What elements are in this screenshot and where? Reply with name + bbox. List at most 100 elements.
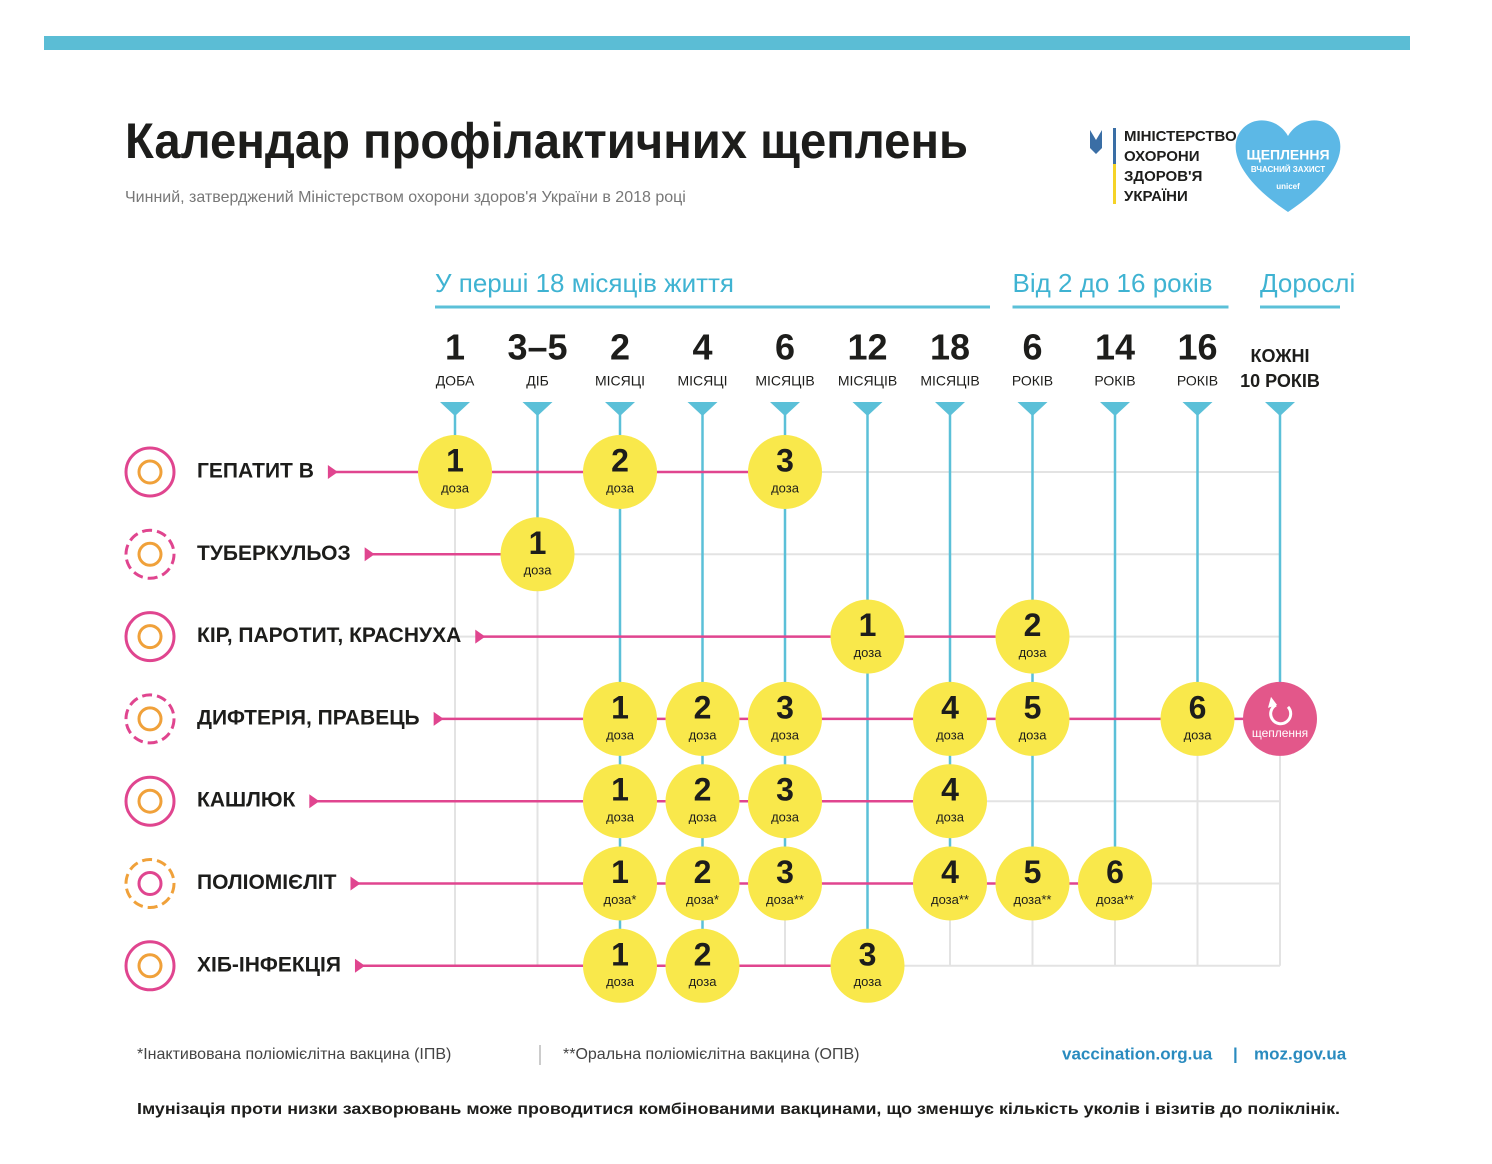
ministry-line: МІНІСТЕРСТВО: [1124, 128, 1237, 145]
dose-circle: [583, 846, 657, 921]
logo-text: unicef: [1276, 182, 1300, 191]
column-pointer: [770, 402, 800, 416]
flag-yellow: [1113, 164, 1116, 204]
column-pointer: [1100, 402, 1130, 416]
footer-text: Імунізація проти низки захворювань може …: [137, 1101, 1340, 1118]
dose-label: доза: [854, 974, 883, 989]
dose-number: 6: [1106, 854, 1124, 890]
disease-name: ГЕПАТИТ В: [197, 460, 314, 483]
column-pointer: [935, 402, 965, 416]
dose-number: 1: [611, 936, 629, 972]
logo-text: ЩЕПЛЕННЯ: [1246, 147, 1329, 163]
disease-icon: [124, 858, 176, 909]
dose-label: доза**: [1014, 892, 1052, 907]
dose-number: 3: [859, 936, 877, 972]
flag-blue: [1113, 128, 1116, 164]
dose-number: 2: [611, 442, 629, 478]
footnote: **Оральна поліомієлітна вакцина (ОПВ): [563, 1046, 859, 1063]
dose-number: 3: [776, 689, 794, 725]
group-title: Дорослі: [1260, 268, 1355, 298]
column-pointer: [852, 402, 883, 416]
disease-icon: [124, 611, 176, 663]
dose-circle: [583, 764, 657, 839]
dose-label: доза: [524, 563, 553, 578]
link-separator: |: [1233, 1044, 1238, 1063]
dose-number: 6: [1189, 689, 1207, 725]
dose-circle: [665, 928, 740, 1003]
column-unit: РОКІВ: [1094, 373, 1135, 389]
dose-number: 1: [859, 607, 877, 643]
column-unit: РОКІВ: [1177, 373, 1218, 389]
link: vaccination.org.ua: [1062, 1044, 1213, 1063]
disease-icon: [124, 693, 176, 745]
icon-shape: [124, 940, 176, 992]
group-title: У перші 18 місяців життя: [435, 268, 734, 298]
dose-number: 1: [529, 525, 547, 561]
dose-label: доза: [689, 810, 718, 825]
column-pointer: [522, 402, 553, 416]
dose-circle: [995, 681, 1070, 756]
disease-name: КАШЛЮК: [197, 789, 295, 812]
dose-label: доза**: [931, 892, 969, 907]
dose-label: доза*: [604, 892, 637, 907]
dose-label: доза: [606, 974, 635, 989]
dose-circle: [418, 435, 492, 509]
ministry-logo: [1090, 128, 1116, 204]
row-arrow: [327, 465, 338, 479]
column-pointer: [1182, 402, 1213, 416]
disease-name: ТУБЕРКУЛЬОЗ: [197, 542, 351, 565]
column-value: 3–5: [507, 327, 567, 368]
dose-label: доза: [606, 810, 635, 825]
dose-label: доза: [689, 974, 718, 989]
ministry-line: ОХОРОНИ: [1124, 148, 1199, 165]
column-value: 14: [1095, 327, 1135, 368]
disease-name: ХІБ-ІНФЕКЦІЯ: [197, 953, 341, 976]
dose-circle: [748, 435, 822, 509]
dose-label: доза: [936, 727, 965, 742]
disease-icon: [124, 446, 176, 498]
dose-label: доза: [771, 480, 800, 495]
dose-label: доза: [606, 480, 635, 495]
dose-number: 2: [694, 936, 712, 972]
icon-shape: [137, 953, 163, 979]
dose-number: 2: [1024, 607, 1042, 643]
title: Календар профілактичних щеплень: [125, 113, 968, 169]
booster-icon: [1268, 696, 1277, 708]
dose-circle: [583, 435, 657, 509]
dose-circle: [830, 928, 905, 1003]
dose-circle: [665, 681, 740, 756]
dose-label: доза: [689, 727, 718, 742]
disease-icon: [124, 940, 176, 992]
column-unit: МІСЯЦІ: [595, 373, 645, 389]
dose-number: 4: [941, 689, 959, 725]
link: moz.gov.ua: [1254, 1044, 1347, 1063]
column-pointer: [1265, 402, 1295, 416]
icon-shape: [137, 624, 163, 650]
dose-label: доза: [854, 645, 883, 660]
icon-shape: [124, 775, 176, 827]
dose-label: доза**: [1096, 892, 1134, 907]
dose-label: доза: [606, 727, 635, 742]
column-value: 1: [445, 327, 465, 368]
column-pointer: [605, 402, 635, 416]
heart-logo: [1235, 120, 1341, 212]
dose-number: 2: [694, 772, 712, 808]
dose-label: доза: [1184, 727, 1213, 742]
dose-number: 4: [941, 772, 959, 808]
column-pointer: [440, 402, 470, 416]
dose-circle: [830, 599, 905, 674]
column-value: 4: [692, 327, 712, 368]
ministry-line: ЗДОРОВ'Я: [1124, 168, 1202, 185]
dose-label: доза*: [686, 892, 719, 907]
column-value: 2: [610, 327, 630, 368]
dose-circle: [995, 599, 1070, 674]
dose-number: 1: [611, 854, 629, 890]
dose-circle: [583, 928, 657, 1003]
disease-name: КІР, ПАРОТИТ, КРАСНУХА: [197, 624, 461, 647]
dose-circle: [913, 846, 987, 921]
dose-number: 3: [776, 854, 794, 890]
dose-label: доза: [1019, 645, 1048, 660]
icon-shape: [137, 871, 163, 896]
